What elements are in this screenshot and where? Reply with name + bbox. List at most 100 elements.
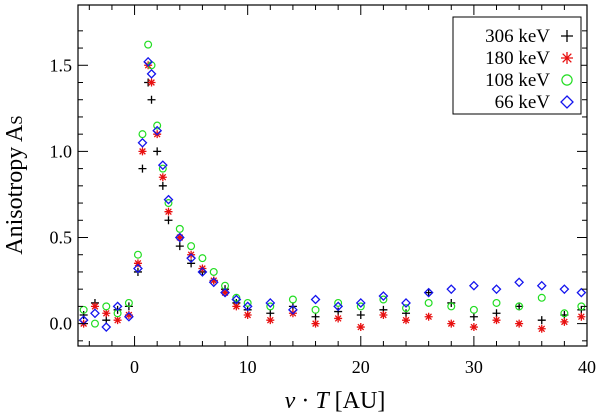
data-point [112, 301, 123, 312]
y-tick-label: 0.0 [50, 314, 73, 334]
data-point [536, 280, 547, 291]
data-point [232, 302, 241, 311]
x-tick-label: 40 [578, 357, 596, 377]
data-point [402, 316, 411, 325]
data-point [78, 315, 89, 326]
data-point [515, 319, 524, 328]
data-point [469, 312, 478, 321]
data-point [175, 224, 184, 233]
data-point [265, 298, 276, 308]
data-point [560, 309, 569, 318]
data-point [123, 311, 134, 322]
data-point [379, 295, 388, 304]
data-point [356, 311, 365, 319]
data-point [175, 233, 184, 242]
data-point [514, 277, 525, 288]
x-axis-title: v · T [AU] [285, 388, 386, 414]
data-point [198, 254, 207, 263]
plot-area [78, 40, 587, 333]
data-point [515, 302, 524, 311]
data-point [288, 295, 297, 304]
data-point [424, 312, 433, 321]
plot-frame [77, 4, 588, 347]
data-point [143, 56, 154, 67]
data-point [468, 280, 479, 291]
legend-label: 66 keV [495, 92, 551, 113]
x-tick-label: 10 [239, 357, 257, 377]
data-point [138, 164, 147, 173]
data-point [90, 308, 100, 319]
data-point [266, 309, 275, 318]
data-point [311, 319, 320, 328]
data-point [537, 324, 546, 333]
data-point [492, 316, 501, 325]
data-point [447, 302, 456, 311]
data-point [158, 164, 167, 173]
data-point [243, 311, 252, 319]
data-point [231, 294, 242, 305]
data-point [356, 302, 365, 311]
data-point [197, 267, 208, 277]
data-point [79, 305, 88, 314]
data-point [576, 287, 587, 298]
data-point [102, 309, 111, 318]
data-point [152, 125, 163, 136]
x-tick-label: 30 [465, 357, 483, 377]
data-point [379, 311, 388, 319]
data-point [447, 319, 456, 328]
data-point [164, 216, 173, 225]
legend-label: 180 keV [485, 48, 550, 69]
data-point [221, 288, 230, 297]
data-point [402, 304, 411, 313]
data-point [424, 298, 433, 307]
data-point [133, 250, 142, 259]
data-point [311, 312, 320, 321]
data-point [356, 323, 365, 332]
data-point [559, 284, 570, 295]
data-point [79, 311, 88, 319]
legend-marker [561, 52, 573, 64]
data-point [138, 147, 147, 156]
y-axis-title: Anisotropy AS [2, 115, 28, 254]
data-point [101, 322, 112, 332]
data-point [537, 316, 546, 325]
data-point [491, 284, 502, 295]
data-point [560, 317, 569, 326]
data-point [242, 301, 253, 312]
data-point [492, 309, 501, 318]
data-point [469, 323, 478, 332]
data-point [174, 232, 185, 243]
y-tick-label: 1.0 [50, 141, 73, 161]
data-point [537, 293, 546, 302]
legend-marker [561, 74, 573, 86]
data-point [138, 130, 147, 139]
data-point [124, 298, 133, 307]
data-point [164, 199, 173, 208]
data-point [469, 305, 478, 314]
y-tick-label: 0.5 [50, 228, 73, 248]
x-tick-label: 20 [352, 357, 370, 377]
data-point [209, 267, 218, 276]
series-plus [79, 78, 586, 325]
data-point [153, 147, 162, 156]
data-point [402, 309, 411, 318]
data-point [90, 319, 99, 328]
x-tick-label: 0 [130, 357, 139, 377]
legend-label: 108 keV [485, 70, 550, 91]
data-point [577, 312, 586, 321]
data-point [146, 68, 157, 79]
data-point [187, 259, 196, 268]
data-point [102, 302, 111, 311]
data-point [355, 298, 366, 308]
data-point [333, 301, 344, 312]
data-point [124, 311, 133, 319]
data-point [164, 207, 173, 216]
data-point [158, 173, 167, 182]
data-point [187, 242, 196, 251]
data-point [378, 291, 389, 301]
series-circle [79, 40, 586, 328]
data-point [334, 314, 343, 323]
data-point [90, 302, 99, 311]
